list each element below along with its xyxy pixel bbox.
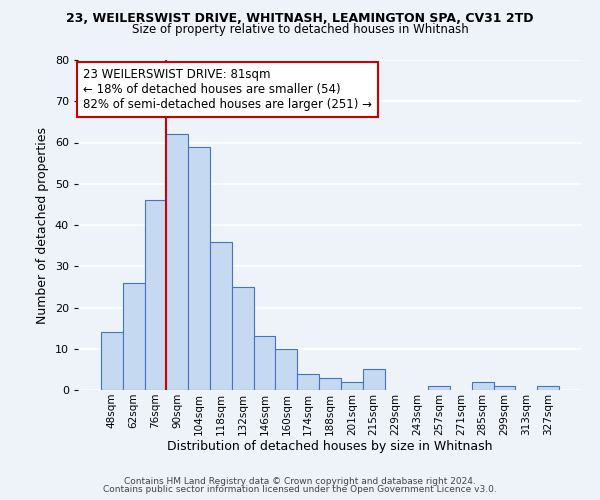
Bar	[341, 382, 363, 390]
Bar	[428, 386, 450, 390]
Bar	[363, 370, 385, 390]
Bar	[188, 146, 210, 390]
Bar	[166, 134, 188, 390]
Text: Contains HM Land Registry data © Crown copyright and database right 2024.: Contains HM Land Registry data © Crown c…	[124, 478, 476, 486]
Bar	[494, 386, 515, 390]
Y-axis label: Number of detached properties: Number of detached properties	[36, 126, 49, 324]
Text: Size of property relative to detached houses in Whitnash: Size of property relative to detached ho…	[131, 22, 469, 36]
Bar	[297, 374, 319, 390]
Bar	[232, 287, 254, 390]
Text: 23 WEILERSWIST DRIVE: 81sqm
← 18% of detached houses are smaller (54)
82% of sem: 23 WEILERSWIST DRIVE: 81sqm ← 18% of det…	[83, 68, 372, 112]
Bar	[101, 332, 123, 390]
X-axis label: Distribution of detached houses by size in Whitnash: Distribution of detached houses by size …	[167, 440, 493, 454]
Bar	[145, 200, 166, 390]
Text: Contains public sector information licensed under the Open Government Licence v3: Contains public sector information licen…	[103, 485, 497, 494]
Bar	[123, 283, 145, 390]
Bar	[210, 242, 232, 390]
Bar	[472, 382, 494, 390]
Bar	[254, 336, 275, 390]
Text: 23, WEILERSWIST DRIVE, WHITNASH, LEAMINGTON SPA, CV31 2TD: 23, WEILERSWIST DRIVE, WHITNASH, LEAMING…	[66, 12, 534, 26]
Bar	[319, 378, 341, 390]
Bar	[537, 386, 559, 390]
Bar	[275, 349, 297, 390]
